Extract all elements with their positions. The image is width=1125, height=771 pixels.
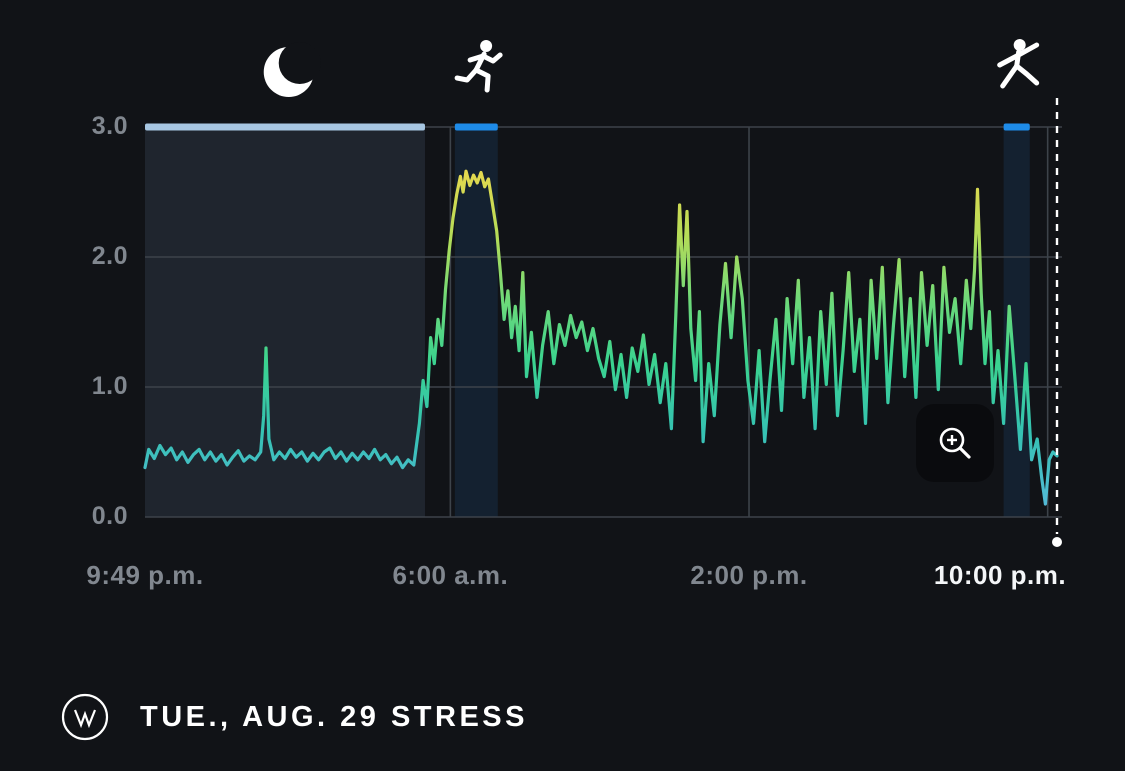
x-tick-label: 6:00 a.m. [392, 560, 509, 590]
yoga-activity-bar[interactable] [1003, 123, 1030, 131]
whoop-logo-icon [60, 692, 110, 742]
running-activity-bar[interactable] [454, 123, 498, 131]
stress-chart[interactable] [0, 0, 1125, 660]
chart-title: TUE., AUG. 29 STRESS [140, 700, 528, 733]
stress-line [143, 169, 1059, 506]
footer: TUE., AUG. 29 STRESS [60, 692, 528, 742]
sleep-region [145, 127, 425, 517]
sleep-bar[interactable] [145, 123, 425, 131]
running-icon [454, 40, 503, 93]
y-tick-label: 1.0 [91, 371, 128, 400]
y-tick-label: 0.0 [91, 501, 128, 530]
yoga-icon [997, 39, 1040, 89]
zoom-in-icon [939, 427, 971, 459]
x-tick-label: 9:49 p.m. [86, 560, 204, 590]
moon-icon [263, 42, 321, 97]
x-tick-label: 10:00 p.m. [933, 560, 1067, 590]
x-tick-label: 2:00 p.m. [690, 560, 808, 590]
y-tick-label: 3.0 [91, 111, 128, 140]
now-marker-handle[interactable] [1052, 537, 1062, 547]
zoom-button[interactable] [916, 404, 994, 482]
y-tick-label: 2.0 [91, 241, 128, 270]
